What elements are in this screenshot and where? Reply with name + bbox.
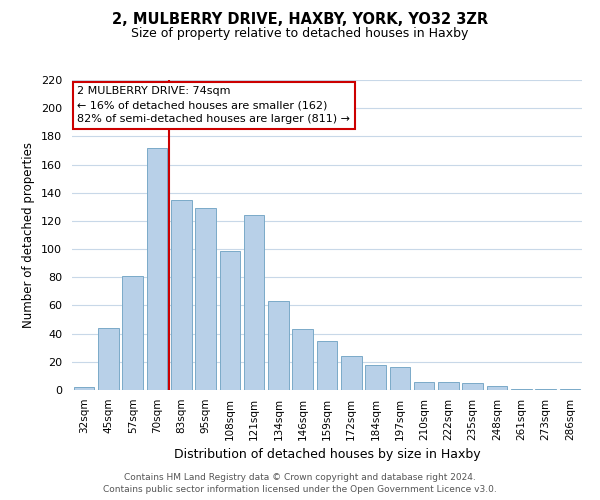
Y-axis label: Number of detached properties: Number of detached properties [22,142,35,328]
Bar [414,382,434,390]
Bar [195,208,216,390]
Bar [268,301,289,390]
Text: Size of property relative to detached houses in Haxby: Size of property relative to detached ho… [131,28,469,40]
Bar [220,250,240,390]
Bar [535,388,556,390]
Bar [244,216,265,390]
Bar [171,200,191,390]
Bar [317,340,337,390]
Text: 2 MULBERRY DRIVE: 74sqm
← 16% of detached houses are smaller (162)
82% of semi-d: 2 MULBERRY DRIVE: 74sqm ← 16% of detache… [77,86,350,124]
Bar [146,148,167,390]
Bar [98,328,119,390]
Bar [438,382,459,390]
Bar [365,364,386,390]
Bar [122,276,143,390]
Text: 2, MULBERRY DRIVE, HAXBY, YORK, YO32 3ZR: 2, MULBERRY DRIVE, HAXBY, YORK, YO32 3ZR [112,12,488,28]
Bar [511,388,532,390]
Text: Contains HM Land Registry data © Crown copyright and database right 2024.: Contains HM Land Registry data © Crown c… [124,472,476,482]
Bar [463,383,483,390]
Bar [74,387,94,390]
Bar [389,368,410,390]
Bar [341,356,362,390]
X-axis label: Distribution of detached houses by size in Haxby: Distribution of detached houses by size … [173,448,481,461]
Bar [292,330,313,390]
Text: Contains public sector information licensed under the Open Government Licence v3: Contains public sector information licen… [103,485,497,494]
Bar [487,386,508,390]
Bar [560,388,580,390]
